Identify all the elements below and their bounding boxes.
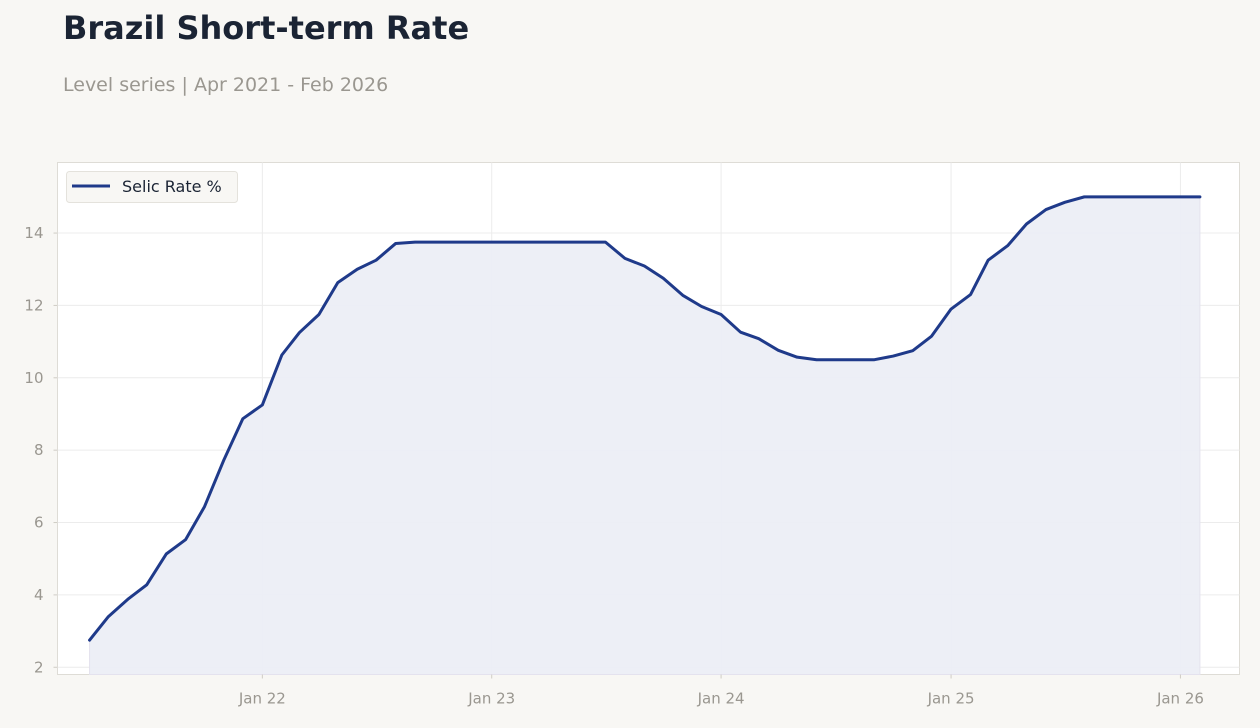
area-layer — [88, 195, 1202, 675]
x-axis-ticks: Jan 22 Jan 23 Jan 24 Jan 25 Jan 26 — [238, 674, 1204, 708]
x-tick-label: Jan 23 — [467, 690, 515, 708]
y-axis-ticks: 2 4 6 8 10 12 14 — [24, 224, 58, 676]
chart-subtitle: Level series | Apr 2021 - Feb 2026 — [63, 74, 389, 96]
x-tick-label: Jan 26 — [1156, 690, 1204, 708]
series-line-selic-rate — [88, 195, 1202, 642]
y-tick-label: 12 — [24, 296, 43, 314]
y-tick-label: 14 — [24, 224, 43, 242]
legend-box — [66, 171, 238, 203]
y-tick-label: 2 — [34, 658, 44, 676]
legend: Selic Rate % — [66, 171, 238, 203]
y-tick-label: 10 — [24, 369, 43, 387]
x-tick-label: Jan 24 — [697, 690, 745, 708]
y-tick-label: 6 — [34, 514, 44, 532]
legend-label: Selic Rate % — [122, 177, 222, 196]
x-tick-label: Jan 25 — [927, 690, 975, 708]
x-tick-label: Jan 22 — [238, 690, 286, 708]
y-tick-label: 8 — [34, 441, 44, 459]
chart-title: Brazil Short-term Rate — [63, 9, 470, 47]
y-tick-label: 4 — [34, 586, 44, 604]
